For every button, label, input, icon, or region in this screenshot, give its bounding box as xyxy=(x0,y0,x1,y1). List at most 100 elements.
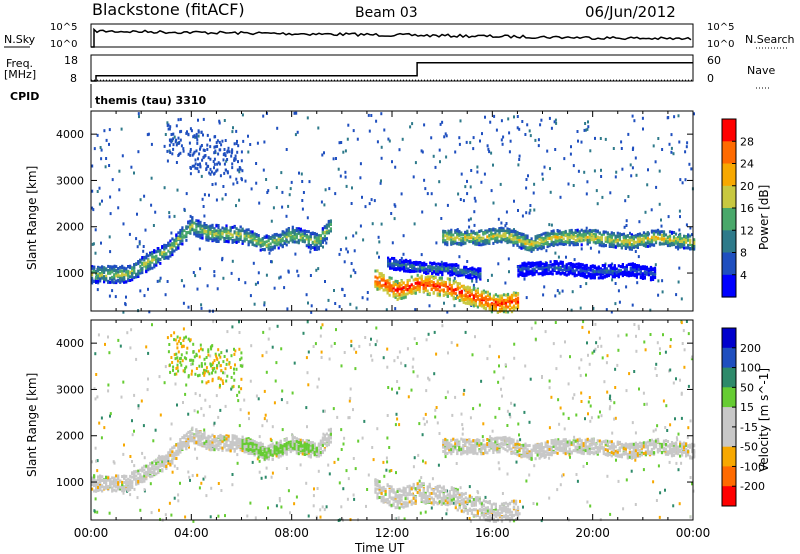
scatter-point xyxy=(108,142,110,146)
echo-cell xyxy=(251,234,254,238)
echo-cell xyxy=(472,241,475,245)
scatter-point xyxy=(223,119,226,122)
echo-cell xyxy=(516,236,519,240)
echo-cell xyxy=(468,294,471,298)
echo-cell xyxy=(460,239,463,243)
echo-cell xyxy=(601,270,604,274)
echo-cell xyxy=(403,266,406,269)
scatter-point xyxy=(401,137,404,141)
echo-cell xyxy=(409,265,412,268)
scatter-point xyxy=(173,135,176,139)
scatter-point xyxy=(189,127,192,131)
echo-cell xyxy=(607,264,610,268)
echo-cell xyxy=(378,285,381,288)
scatter-point xyxy=(199,162,201,166)
scatter-point xyxy=(517,209,519,212)
scatter-point xyxy=(262,330,265,334)
echo-cell xyxy=(524,239,527,243)
echo-cell xyxy=(492,228,495,232)
scatter-point xyxy=(378,255,380,259)
echo-cell xyxy=(239,225,242,229)
echo-cell xyxy=(187,230,190,234)
echo-cell xyxy=(427,270,430,273)
scatter-point xyxy=(488,344,491,348)
echo-cell xyxy=(193,221,196,225)
echo-cell xyxy=(382,288,385,292)
echo-cell xyxy=(630,235,633,239)
echo-cell xyxy=(219,235,222,239)
echo-cell xyxy=(609,266,612,270)
scatter-point xyxy=(559,195,562,199)
scatter-point xyxy=(425,338,428,342)
echo-cell xyxy=(582,238,585,242)
echo-cell xyxy=(516,300,520,304)
echo-cell xyxy=(397,267,400,271)
echo-cell xyxy=(498,294,502,298)
scatter-point xyxy=(194,162,197,166)
scatter-point xyxy=(310,304,313,308)
echo-cell xyxy=(549,260,552,264)
scatter-point xyxy=(402,234,405,238)
echo-cell xyxy=(664,241,668,245)
scatter-point xyxy=(443,301,445,305)
scatter-point xyxy=(201,197,204,201)
echo-cell xyxy=(436,288,439,292)
echo-cell xyxy=(285,232,288,236)
echo-cell xyxy=(163,243,166,247)
echo-cell xyxy=(470,293,473,296)
scatter-point xyxy=(240,159,243,163)
echo-cell xyxy=(587,273,590,277)
echo-cell xyxy=(157,257,160,261)
scatter-point xyxy=(221,197,224,201)
echo-cell xyxy=(685,235,688,238)
echo-cell xyxy=(425,263,428,267)
echo-cell xyxy=(506,239,509,243)
echo-cell xyxy=(147,267,150,270)
echo-cell xyxy=(644,232,647,236)
echo-cell xyxy=(99,268,102,271)
echo-cell xyxy=(426,282,429,285)
scatter-point xyxy=(471,279,474,283)
scatter-point xyxy=(506,409,509,413)
scatter-point xyxy=(469,217,472,221)
scatter-point xyxy=(690,167,693,171)
echo-cell xyxy=(281,239,284,243)
echo-cell xyxy=(99,276,102,280)
echo-cell xyxy=(139,264,142,268)
echo-cell xyxy=(504,293,508,297)
echo-cell xyxy=(641,267,644,270)
echo-cell xyxy=(271,240,274,244)
echo-cell xyxy=(450,228,453,232)
echo-cell xyxy=(498,307,502,311)
scatter-point xyxy=(101,199,103,203)
scatter-point xyxy=(142,249,145,253)
echo-cell xyxy=(508,297,512,301)
echo-cell xyxy=(458,233,461,237)
scatter-point xyxy=(170,133,173,136)
scatter-point xyxy=(587,412,589,416)
echo-cell xyxy=(492,305,495,309)
scatter-point xyxy=(175,124,178,128)
echo-cell xyxy=(321,237,324,241)
echo-cell xyxy=(267,239,270,243)
scatter-point xyxy=(188,141,191,145)
echo-cell xyxy=(472,294,475,298)
echo-cell xyxy=(141,256,144,259)
scatter-point xyxy=(516,115,519,118)
scatter-point xyxy=(182,301,185,305)
scatter-point xyxy=(200,174,203,178)
scatter-point xyxy=(345,184,348,188)
echo-cell xyxy=(600,241,603,245)
echo-cell xyxy=(605,269,608,273)
echo-cell xyxy=(585,263,588,267)
echo-cell xyxy=(430,288,433,291)
scatter-point xyxy=(180,129,183,133)
echo-cell xyxy=(259,238,262,242)
scatter-point xyxy=(666,116,669,120)
scatter-point xyxy=(107,383,110,387)
echo-cell xyxy=(468,286,471,290)
echo-cell xyxy=(97,279,100,283)
echo-cell xyxy=(544,231,547,235)
echo-cell xyxy=(451,270,454,274)
echo-cell xyxy=(461,271,464,275)
